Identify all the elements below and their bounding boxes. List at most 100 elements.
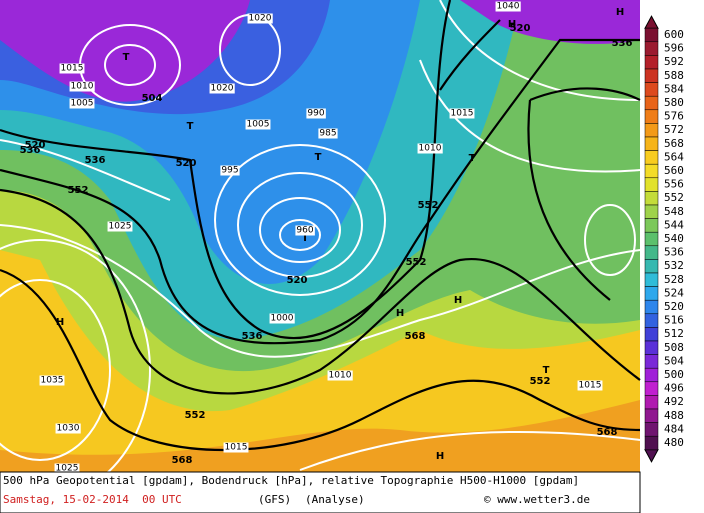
colorbar-label: 504	[664, 354, 684, 367]
colorbar-cell	[644, 327, 659, 342]
footer-line: 500 hPa Geopotential [gpdam], Bodendruck…	[3, 474, 579, 487]
colorbar-label: 532	[664, 259, 684, 272]
geopotential-contours	[0, 0, 641, 451]
map-labels: 5205365525045205205365525525525685685525…	[20, 1, 633, 474]
label-bg	[295, 225, 315, 236]
colorbar-cell	[644, 422, 659, 437]
label-bg	[107, 221, 133, 232]
colorbar-cell	[644, 245, 659, 260]
colorbar-cell	[644, 354, 659, 369]
label-bg	[69, 98, 95, 109]
colorbar-cell	[644, 381, 659, 396]
pressure-label: 985	[319, 129, 336, 139]
label-bg	[69, 81, 95, 92]
footer-box	[0, 471, 641, 513]
colorbar: 6005965925885845805765725685645605565525…	[644, 15, 684, 463]
map-label: T	[187, 121, 194, 132]
label-bg	[220, 165, 240, 176]
colorbar-label: 536	[664, 246, 684, 259]
colorbar-label: 580	[664, 96, 684, 109]
field	[0, 0, 250, 102]
map-label: 520	[287, 275, 308, 286]
colorbar-label: 508	[664, 341, 684, 354]
colorbar-cell	[644, 123, 659, 138]
colorbar-cell	[644, 27, 659, 43]
colorbar-cell	[644, 313, 659, 328]
colorbar-label: 588	[664, 69, 684, 82]
colorbar-label: 512	[664, 327, 684, 340]
map-label: H	[508, 19, 516, 30]
map-label: 536	[242, 331, 263, 342]
map-label: T	[543, 365, 550, 376]
colorbar-label: 484	[664, 422, 684, 435]
colorbar-cell	[644, 435, 659, 451]
pressure-label: 1015	[451, 109, 474, 119]
map-label: T	[315, 152, 322, 163]
map-label: 536	[612, 38, 633, 49]
colorbar-label: 564	[664, 150, 684, 163]
label-bg	[577, 380, 603, 391]
colorbar-label: 556	[664, 178, 684, 191]
label-bg	[495, 1, 521, 12]
pressure-label: 1040	[497, 2, 520, 12]
pressure-label: 990	[307, 109, 324, 119]
map-label: 504	[142, 93, 163, 104]
label-bg	[245, 119, 271, 130]
colorbar-cell	[644, 95, 659, 111]
colorbar-cell	[644, 299, 659, 315]
colorbar-cell	[644, 259, 659, 274]
map-label: T	[469, 153, 476, 164]
map-label: 552	[185, 410, 206, 421]
colorbar-cell	[644, 272, 659, 287]
pressure-label: 1020	[211, 84, 234, 94]
colorbar-label: 516	[664, 314, 684, 327]
colorbar-cell	[644, 82, 659, 97]
map-label: 520	[510, 23, 531, 34]
colorbar-label: 544	[664, 218, 684, 231]
map-label: 520	[25, 140, 46, 151]
colorbar-label: 524	[664, 286, 684, 299]
pressure-label: 1025	[109, 222, 132, 232]
map-label: 536	[20, 145, 41, 156]
pressure-label: 1010	[71, 82, 94, 92]
colorbar-cell	[644, 286, 659, 301]
map-label: 536	[85, 155, 106, 166]
pressure-label: 1010	[329, 371, 352, 381]
colorbar-label: 568	[664, 137, 684, 150]
colorbar-label: 480	[664, 436, 684, 449]
colorbar-label: 548	[664, 205, 684, 218]
pressure-label: 1010	[419, 144, 442, 154]
colorbar-label: 540	[664, 232, 684, 245]
colorbar-label: 528	[664, 273, 684, 286]
colorbar-label: 572	[664, 123, 684, 136]
pressure-label: 1000	[271, 314, 294, 324]
label-bg	[269, 313, 295, 324]
colorbar-label: 500	[664, 368, 684, 381]
colorbar-cell	[644, 136, 659, 151]
label-bg	[306, 108, 326, 119]
colorbar-cell	[644, 163, 659, 179]
pressure-label: 1020	[249, 14, 272, 24]
map-label: 552	[406, 257, 427, 268]
colorbar-label: 560	[664, 164, 684, 177]
map-label: H	[616, 7, 624, 18]
map-label: T	[302, 233, 309, 244]
colorbar-label: 592	[664, 55, 684, 68]
map-label: 552	[530, 376, 551, 387]
colorbar-cell	[644, 218, 659, 233]
colorbar-cell	[644, 408, 659, 423]
label-bg	[54, 463, 80, 474]
map-label: 552	[68, 185, 89, 196]
label-bg	[209, 83, 235, 94]
colorbar-label: 600	[664, 28, 684, 41]
colorbar-arrow	[644, 449, 659, 463]
label-bg	[39, 375, 65, 386]
colorbar-label: 552	[664, 191, 684, 204]
map-label: 568	[597, 427, 618, 438]
footer-date: Samstag, 15-02-2014 00 UTC	[3, 493, 182, 506]
pressure-label: 1025	[56, 464, 79, 474]
map-label: T	[123, 52, 130, 63]
label-bg	[55, 423, 81, 434]
